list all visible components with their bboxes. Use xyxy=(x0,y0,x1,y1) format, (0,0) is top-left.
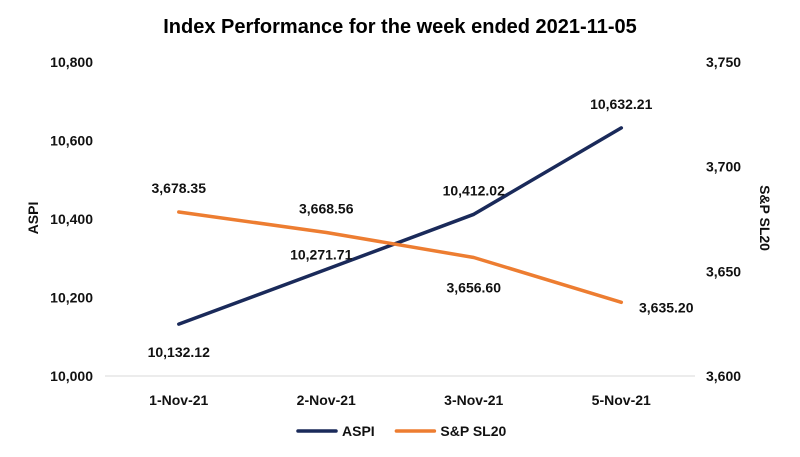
data-label: 3,668.56 xyxy=(299,200,354,216)
y-tick-label: 10,200 xyxy=(50,290,93,306)
series-line-aspi xyxy=(177,126,624,326)
x-tick-label: 5-Nov-21 xyxy=(592,392,651,408)
legend-label: ASPI xyxy=(342,423,375,439)
data-label: 10,632.21 xyxy=(590,96,652,112)
y2-axis-label: S&P SL20 xyxy=(757,185,773,251)
y2-tick-label: 3,600 xyxy=(706,368,741,384)
x-tick-label: 3-Nov-21 xyxy=(444,392,503,408)
data-label: 3,678.35 xyxy=(152,180,207,196)
data-label: 3,635.20 xyxy=(639,299,694,315)
x-tick-label: 2-Nov-21 xyxy=(297,392,356,408)
y2-axis-ticks: 3,600 3,650 3,700 3,750 xyxy=(706,54,741,384)
chart-title: Index Performance for the week ended 202… xyxy=(163,16,637,38)
y-tick-label: 10,800 xyxy=(50,54,93,70)
data-label: 10,132.12 xyxy=(148,344,210,360)
y-axis-label: ASPI xyxy=(25,202,41,235)
series-line-s-p-sl20 xyxy=(177,210,624,305)
legend: ASPI S&P SL20 xyxy=(296,423,506,439)
x-axis-ticks: 1-Nov-21 2-Nov-21 3-Nov-21 5-Nov-21 xyxy=(149,392,651,408)
y-tick-label: 10,000 xyxy=(50,368,93,384)
legend-item: ASPI xyxy=(296,423,375,439)
data-labels: 10,132.12 10,271.71 10,412.02 10,632.21 3,67… xyxy=(148,96,694,360)
legend-item: S&P SL20 xyxy=(394,423,506,439)
data-label: 10,271.71 xyxy=(290,246,352,262)
y-tick-label: 10,600 xyxy=(50,133,93,149)
y2-tick-label: 3,750 xyxy=(706,54,741,70)
y-axis-ticks: 10,000 10,200 10,400 10,600 10,800 xyxy=(50,54,93,384)
y-tick-label: 10,400 xyxy=(50,211,93,227)
y2-tick-label: 3,650 xyxy=(706,263,741,279)
data-label: 10,412.02 xyxy=(443,182,505,198)
data-label: 3,656.60 xyxy=(447,280,502,296)
series-layer xyxy=(177,126,624,326)
x-tick-label: 1-Nov-21 xyxy=(149,392,208,408)
y2-tick-label: 3,700 xyxy=(706,159,741,175)
legend-label: S&P SL20 xyxy=(440,423,506,439)
